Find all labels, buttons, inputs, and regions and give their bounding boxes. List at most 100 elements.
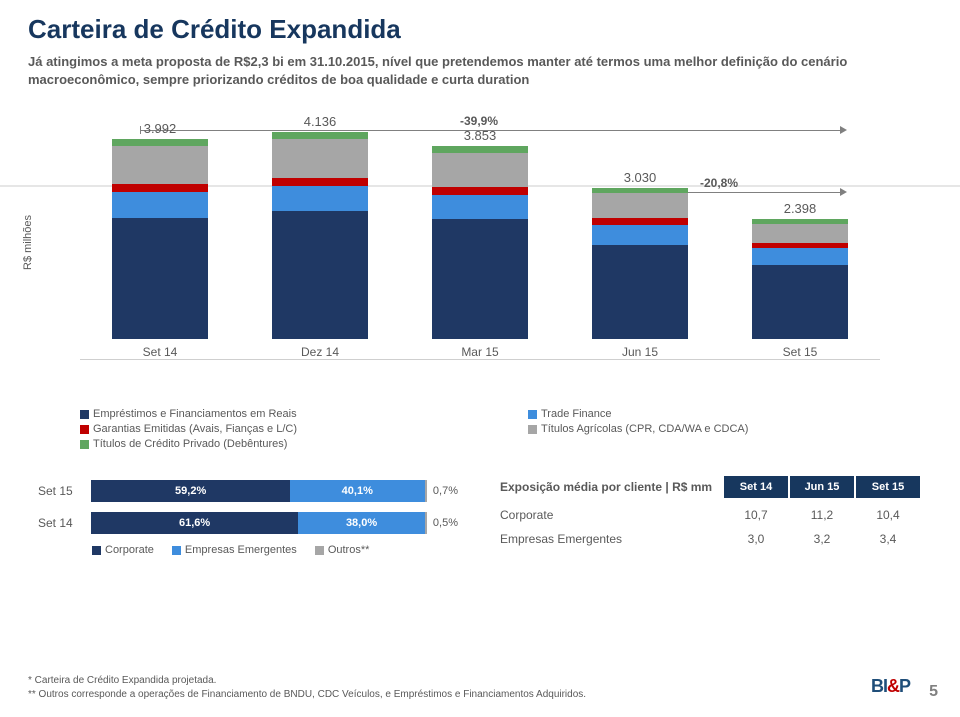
bar-total-label: 2.398 (784, 201, 817, 216)
table-lead: Exposição média por cliente | R$ mm (500, 480, 722, 494)
table-cell: 3,4 (856, 532, 920, 546)
bar-total-label: 4.136 (304, 114, 337, 129)
legend-item: Garantias Emitidas (Avais, Fianças e L/C… (80, 423, 528, 435)
legend-swatch (528, 425, 537, 434)
page-number: 5 (929, 683, 938, 701)
table-row-name: Corporate (500, 508, 722, 522)
legend-swatch (80, 425, 89, 434)
footnotes: * Carteira de Crédito Expandida projetad… (28, 674, 586, 701)
table-cell: 11,2 (790, 508, 854, 522)
legend-swatch (315, 546, 324, 555)
chart-legend: Empréstimos e Financiamentos em Reais Gar… (80, 408, 880, 450)
legend-label: Trade Finance (541, 408, 612, 420)
hbar-row-label: Set 15 (38, 484, 91, 498)
legend-swatch (80, 440, 89, 449)
x-axis-label: Set 14 (143, 345, 178, 359)
bar-segment (592, 193, 688, 219)
bar (112, 139, 208, 339)
hbar-segment: 40,1% (290, 480, 425, 502)
hbar: 61,6%38,0% (91, 512, 427, 534)
hchart-legend-item: Outros** (315, 544, 370, 556)
legend-label: Títulos Agrícolas (CPR, CDA/WA e CDCA) (541, 423, 748, 435)
x-axis-label: Mar 15 (461, 345, 498, 359)
exposure-table: Exposição média por cliente | R$ mm Set … (500, 476, 920, 546)
legend-label: Outros** (328, 544, 370, 556)
bar-total-label: 3.030 (624, 170, 657, 185)
hbar-segment: 38,0% (298, 512, 425, 534)
bar-segment (592, 225, 688, 245)
legend-item: Títulos Agrícolas (CPR, CDA/WA e CDCA) (528, 423, 880, 435)
legend-swatch (92, 546, 101, 555)
table-cell: 10,4 (856, 508, 920, 522)
bar-segment (752, 224, 848, 244)
main-chart: R$ milhões -39,9% -20,8% 3.992Set 144.13… (60, 120, 900, 400)
legend-item: Trade Finance (528, 408, 880, 420)
segment-hchart: Set 1559,2%40,1% 0,7% Set 1461,6%38,0% 0,5%… (38, 480, 458, 556)
bar-segment (272, 178, 368, 187)
change-label-long: -39,9% (460, 114, 498, 128)
bar-segment (112, 184, 208, 192)
hbar-segment (425, 512, 427, 534)
bar-segment (752, 248, 848, 265)
hbar-outside-label: 0,5% (433, 517, 458, 529)
bar (272, 132, 368, 339)
bar-column: 2.398Set 15 (752, 219, 848, 359)
table-col-header: Set 14 (724, 476, 788, 498)
hbar-outside-label: 0,7% (433, 485, 458, 497)
hchart-legend-item: Empresas Emergentes (172, 544, 297, 556)
subtitle: Já atingimos a meta proposta de R$2,3 bi… (0, 45, 960, 92)
x-axis-label: Jun 15 (622, 345, 658, 359)
hbar-row: Set 1461,6%38,0% 0,5% (38, 512, 458, 534)
legend-swatch (528, 410, 537, 419)
bar (432, 146, 528, 339)
hbar-segment: 61,6% (91, 512, 298, 534)
footnote-1: * Carteira de Crédito Expandida projetad… (28, 674, 586, 688)
bar-column: 4.136Dez 14 (272, 132, 368, 359)
table-row-name: Empresas Emergentes (500, 532, 722, 546)
bar-column: 3.992Set 14 (112, 139, 208, 359)
table-cell: 10,7 (724, 508, 788, 522)
bar (592, 188, 688, 340)
bar-segment (112, 139, 208, 146)
y-axis-label: R$ milhões (22, 215, 34, 270)
hbar-segment: 59,2% (91, 480, 290, 502)
legend-label: Garantias Emitidas (Avais, Fianças e L/C… (93, 423, 297, 435)
legend-swatch (80, 410, 89, 419)
legend-item: Empréstimos e Financiamentos em Reais (80, 408, 528, 420)
hbar-row-label: Set 14 (38, 516, 91, 530)
footnote-2: ** Outros corresponde a operações de Fin… (28, 688, 586, 702)
x-axis-label: Dez 14 (301, 345, 339, 359)
bar-segment (272, 211, 368, 339)
table-col-header: Set 15 (856, 476, 920, 498)
arrow-tail-long (140, 126, 141, 134)
bar-segment (112, 192, 208, 218)
bar-segment (592, 245, 688, 340)
table-row: Corporate10,711,210,4 (500, 508, 920, 522)
legend-label: Corporate (105, 544, 154, 556)
legend-label: Empréstimos e Financiamentos em Reais (93, 408, 297, 420)
bar-segment (112, 146, 208, 184)
table-row: Empresas Emergentes3,03,23,4 (500, 532, 920, 546)
arrow-head-long (840, 126, 847, 134)
legend-label: Títulos de Crédito Privado (Debêntures) (93, 438, 287, 450)
legend-label: Empresas Emergentes (185, 544, 297, 556)
table-cell: 3,2 (790, 532, 854, 546)
table-col-header: Jun 15 (790, 476, 854, 498)
bar-column: 3.030Jun 15 (592, 188, 688, 360)
hchart-legend-item: Corporate (92, 544, 154, 556)
bar-segment (432, 219, 528, 340)
bar-segment (752, 265, 848, 340)
bar-total-label: 3.853 (464, 128, 497, 143)
bar-column: 3.853Mar 15 (432, 146, 528, 359)
legend-item: Títulos de Crédito Privado (Debêntures) (80, 438, 528, 450)
bar-segment (272, 186, 368, 211)
bar-total-label: 3.992 (144, 121, 177, 136)
bar-segment (432, 153, 528, 187)
logo: BI&P (871, 676, 910, 697)
bar-segment (272, 139, 368, 178)
hbar: 59,2%40,1% (91, 480, 427, 502)
hbar-segment (425, 480, 427, 502)
bar-segment (432, 187, 528, 195)
legend-swatch (172, 546, 181, 555)
hbar-row: Set 1559,2%40,1% 0,7% (38, 480, 458, 502)
